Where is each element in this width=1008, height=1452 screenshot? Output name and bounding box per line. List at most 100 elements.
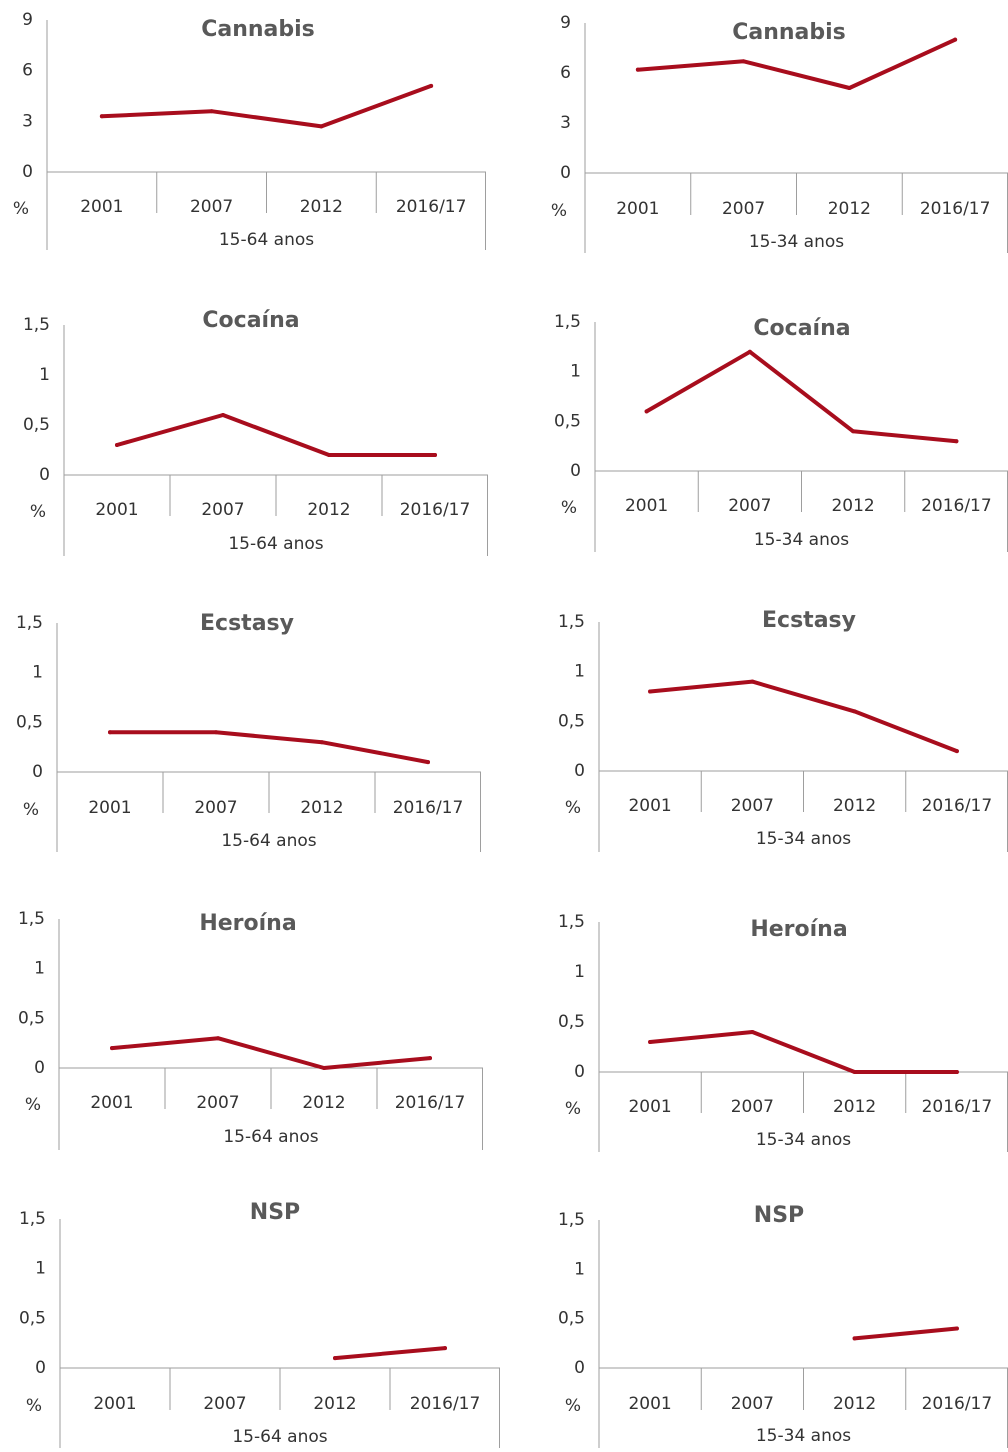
data-point: [750, 1030, 755, 1034]
chart-panel-0: Cannabis 0 3 6 9% 2001 2007 2012 2016/17 15-64 an…: [13, 10, 486, 250]
data-point: [954, 1070, 959, 1074]
series-line: [115, 413, 437, 457]
series-line: [635, 37, 958, 90]
x-tick-label: 2007: [203, 1394, 246, 1414]
data-point: [852, 709, 857, 714]
unit-label: %: [13, 199, 29, 219]
x-tick-label: 2001: [93, 1394, 136, 1414]
series-line: [110, 1036, 432, 1070]
y-tick-label: 1: [570, 362, 581, 382]
chart-title: NSP: [250, 1200, 300, 1225]
y-tick-label: 0: [574, 1062, 585, 1082]
group-label: 15-34 anos: [756, 829, 851, 849]
y-tick-label: 0: [32, 762, 43, 782]
x-tick-label: 2016/17: [922, 1394, 993, 1414]
y-tick-label: 0: [574, 1358, 585, 1378]
data-point: [648, 1040, 653, 1044]
data-point: [443, 1346, 447, 1351]
x-tick-label: 2001: [80, 197, 123, 217]
group-label: 15-64 anos: [228, 534, 323, 554]
data-point: [741, 59, 746, 64]
data-point: [954, 749, 959, 754]
group-label: 15-64 anos: [232, 1427, 327, 1447]
chart-panel-7: Heroína 0 0,5 1 1,5% 2001 2007 2012 2016/17 15-34…: [558, 912, 1008, 1152]
x-tick-label: 2016/17: [410, 1394, 481, 1414]
group-label: 15-34 anos: [756, 1130, 851, 1150]
y-tick-label: 1,5: [558, 1210, 585, 1230]
data-point: [319, 124, 324, 129]
series-line: [644, 349, 959, 444]
data-point: [429, 83, 434, 88]
y-tick-label: 1,5: [558, 612, 585, 632]
y-tick-label: 1,5: [23, 315, 50, 335]
series-line: [648, 1030, 959, 1074]
y-tick-label: 9: [22, 10, 33, 30]
x-tick-label: 2012: [307, 500, 350, 520]
data-point: [426, 760, 430, 765]
data-point: [852, 1336, 857, 1341]
x-tick-label: 2016/17: [396, 197, 467, 217]
y-tick-label: 0: [39, 465, 50, 485]
x-tick-label: 2016/17: [395, 1093, 466, 1113]
chart-title: Cannabis: [201, 17, 315, 42]
series-line: [108, 730, 430, 765]
x-tick-label: 2012: [831, 496, 874, 516]
unit-label: %: [30, 502, 46, 522]
y-tick-label: 0,5: [18, 1008, 45, 1028]
y-tick-label: 1: [574, 662, 585, 682]
data-point: [333, 1356, 337, 1361]
data-point: [750, 679, 755, 684]
chart-panel-3: Cocaína 0 0,5 1 1,5% 2001 2007 2012 2016/17 15-34…: [554, 312, 1008, 552]
data-point: [953, 37, 958, 42]
y-tick-label: 1: [32, 663, 43, 683]
data-point: [954, 1326, 959, 1331]
unit-label: %: [561, 498, 577, 518]
y-tick-label: 1,5: [16, 613, 43, 633]
x-tick-label: 2001: [628, 1394, 671, 1414]
y-tick-label: 0: [570, 461, 581, 481]
x-tick-label: 2007: [194, 798, 237, 818]
y-tick-label: 0,5: [558, 711, 585, 731]
y-tick-label: 3: [22, 111, 33, 131]
y-tick-label: 1,5: [19, 1209, 46, 1229]
data-point: [110, 1046, 114, 1051]
chart-title: Ecstasy: [762, 608, 856, 633]
series-line: [99, 83, 434, 129]
unit-label: %: [551, 201, 567, 221]
x-tick-label: 2012: [833, 1097, 876, 1117]
x-tick-label: 2001: [90, 1093, 133, 1113]
chart-panel-1: Cannabis 0 3 6 9% 2001 2007 2012 2016/17 15-34 an…: [551, 13, 1008, 253]
x-tick-label: 2016/17: [393, 798, 464, 818]
y-tick-label: 0,5: [558, 1012, 585, 1032]
x-tick-label: 2012: [313, 1394, 356, 1414]
x-tick-label: 2016/17: [920, 199, 991, 219]
series-line: [333, 1346, 447, 1361]
data-point: [433, 453, 437, 457]
x-tick-label: 2001: [95, 500, 138, 520]
y-tick-label: 1: [39, 365, 50, 385]
y-tick-label: 1: [574, 1259, 585, 1279]
group-label: 15-64 anos: [221, 831, 316, 851]
chart-panel-8: NSP 0 0,5 1 1,5% 2001 2007 2012 2016/17 15-64 ano…: [19, 1200, 500, 1448]
data-point: [644, 409, 649, 414]
x-tick-label: 2007: [731, 1394, 774, 1414]
chart-panel-5: Ecstasy 0 0,5 1 1,5% 2001 2007 2012 2016/17 15-34…: [558, 608, 1008, 852]
series-line: [852, 1326, 959, 1341]
data-point: [216, 1036, 220, 1041]
unit-label: %: [565, 1099, 581, 1119]
data-point: [320, 740, 324, 745]
x-tick-label: 2012: [833, 796, 876, 816]
x-tick-label: 2016/17: [922, 1097, 993, 1117]
group-label: 15-64 anos: [219, 230, 314, 250]
y-tick-label: 0,5: [554, 411, 581, 431]
group-label: 15-34 anos: [749, 232, 844, 252]
group-label: 15-34 anos: [756, 1426, 851, 1446]
data-point: [214, 730, 218, 735]
chart-title: Heroína: [750, 917, 847, 942]
y-tick-label: 0: [34, 1058, 45, 1078]
chart-title: Heroína: [199, 911, 296, 936]
chart-panel-2: Cocaína 0 0,5 1 1,5% 2001 2007 2012 2016/17 15-64…: [23, 308, 488, 556]
x-tick-label: 2012: [833, 1394, 876, 1414]
y-tick-label: 0,5: [23, 415, 50, 435]
